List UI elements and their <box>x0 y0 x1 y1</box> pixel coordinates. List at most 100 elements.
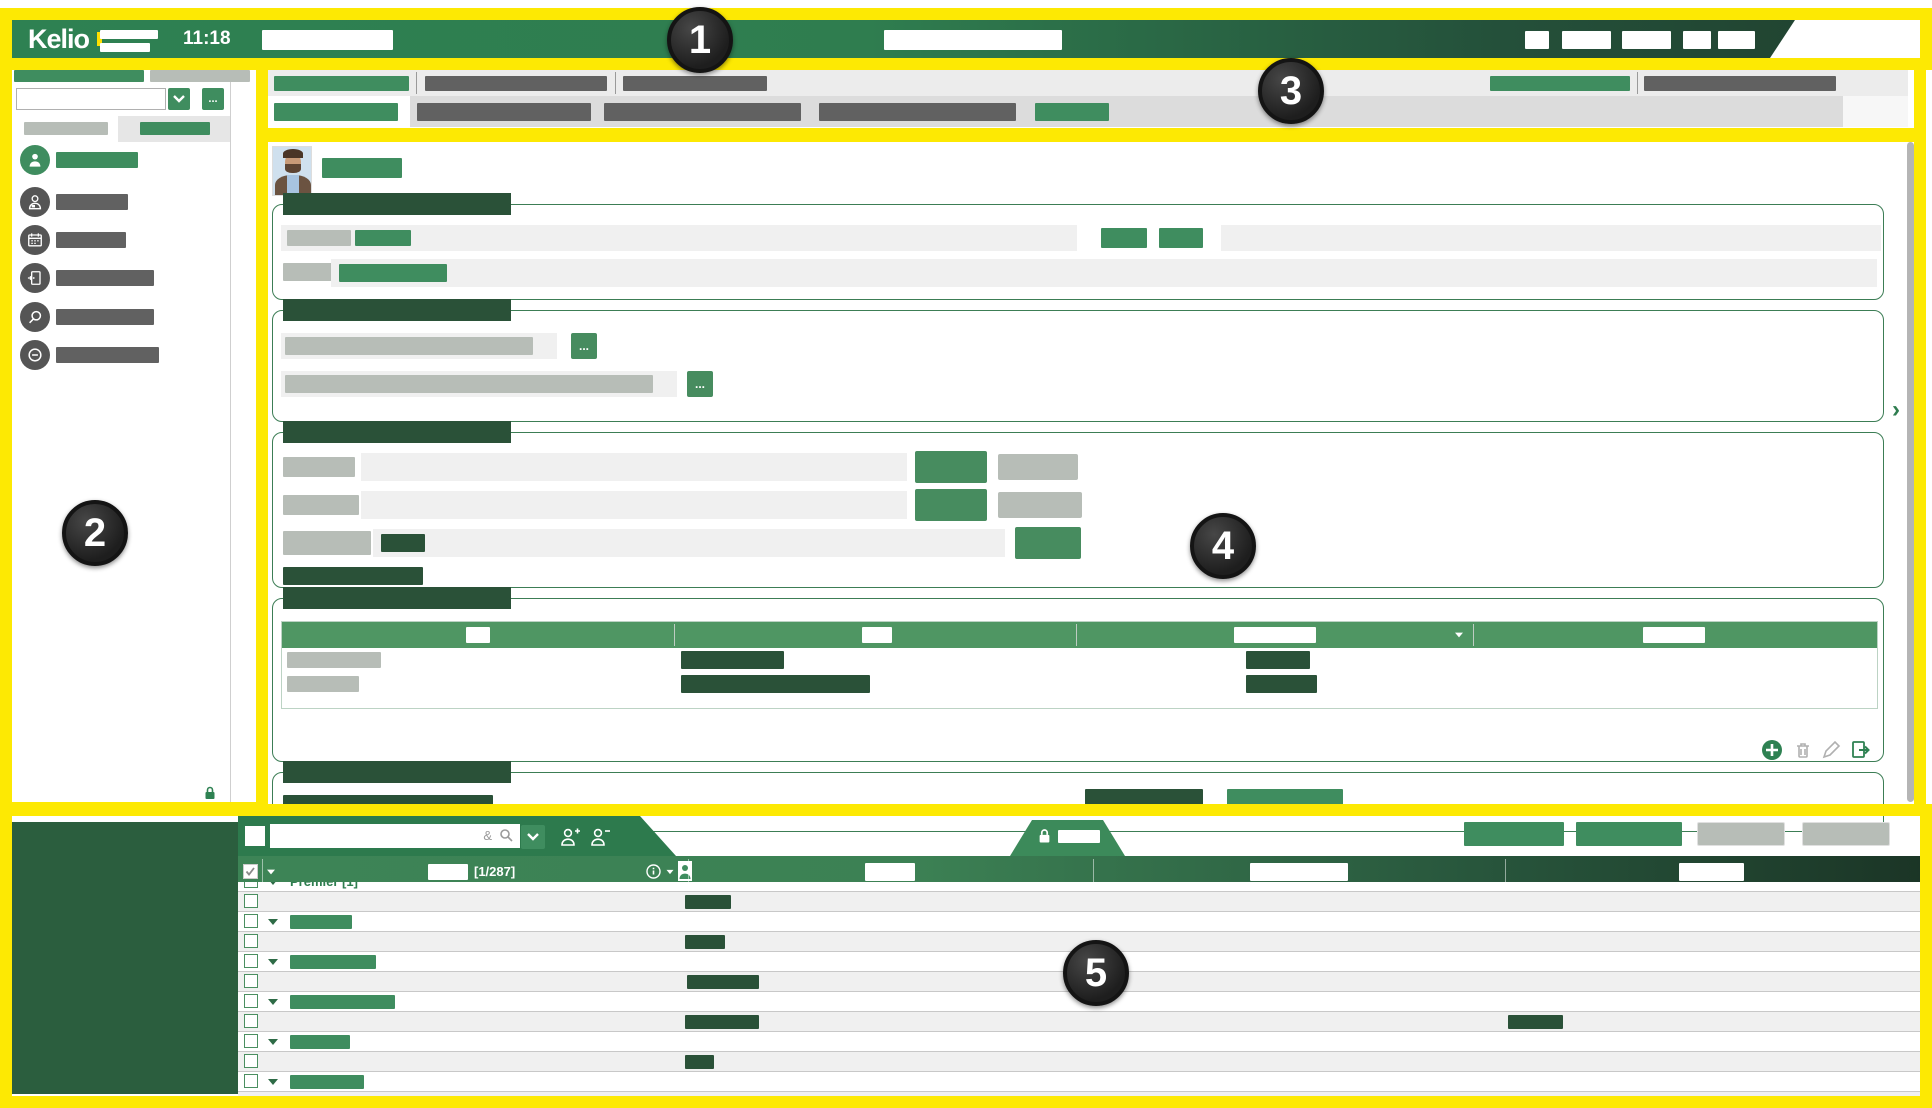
table-row[interactable] <box>238 1012 1922 1032</box>
input-field[interactable] <box>1221 225 1881 251</box>
redacted-grey-button[interactable] <box>1697 822 1785 846</box>
header-toolbar-button[interactable] <box>1683 31 1711 49</box>
toolbar-checkbox[interactable] <box>245 826 265 846</box>
redacted-grey-button[interactable] <box>998 492 1082 518</box>
sidebar-tab[interactable] <box>140 122 210 135</box>
table-row-clipped[interactable] <box>238 1092 1922 1096</box>
input-field[interactable] <box>373 529 1005 557</box>
redacted-button[interactable] <box>1159 228 1203 248</box>
column-header-redacted[interactable] <box>1234 627 1316 643</box>
tab-active[interactable] <box>274 76 409 91</box>
sidebar-item-operator[interactable] <box>12 187 230 227</box>
tab-item[interactable] <box>425 76 607 91</box>
collapse-icon[interactable] <box>268 919 278 925</box>
tab-item-right[interactable] <box>1490 76 1630 91</box>
row-checkbox[interactable] <box>244 1054 258 1068</box>
row-checkbox[interactable] <box>244 954 258 968</box>
column-header-redacted[interactable] <box>862 627 892 643</box>
table-row-partial[interactable]: Premier [1] <box>238 882 1922 892</box>
row-checkbox[interactable] <box>244 994 258 1008</box>
column-header-redacted[interactable] <box>865 863 915 881</box>
collapse-icon[interactable] <box>268 1039 278 1045</box>
locked-filter-tab[interactable] <box>1010 820 1125 856</box>
table-row[interactable] <box>282 648 1877 672</box>
table-row-group[interactable] <box>238 1072 1922 1092</box>
table-row-group[interactable] <box>238 1032 1922 1052</box>
subtab-item[interactable] <box>417 103 591 121</box>
sidebar-item-calendar[interactable] <box>12 225 230 265</box>
column-header-redacted[interactable] <box>1250 863 1348 881</box>
expand-all-icon[interactable] <box>267 869 275 875</box>
collapse-right-icon[interactable]: › <box>1892 396 1900 423</box>
sidebar-tab[interactable] <box>24 122 108 135</box>
redacted-green-button[interactable] <box>1085 789 1203 807</box>
subtab-active[interactable] <box>274 103 398 121</box>
header-toolbar-button[interactable] <box>1525 31 1549 49</box>
info-icon[interactable] <box>646 864 661 879</box>
employee-select[interactable] <box>16 88 166 110</box>
more-options-button[interactable]: ... <box>202 88 224 110</box>
row-checkbox[interactable] <box>244 1014 258 1028</box>
sidebar-item-access[interactable] <box>12 263 230 303</box>
row-checkbox[interactable] <box>244 894 258 908</box>
tab-item[interactable] <box>623 76 767 91</box>
subtab-item[interactable] <box>819 103 1016 121</box>
input-field[interactable] <box>281 225 1077 251</box>
header-toolbar-button[interactable] <box>1622 31 1671 49</box>
row-checkbox[interactable] <box>244 1074 258 1088</box>
table-row[interactable] <box>238 892 1922 912</box>
sort-arrow-icon[interactable] <box>1455 632 1463 638</box>
table-row[interactable] <box>238 1052 1922 1072</box>
row-checkbox[interactable] <box>244 934 258 948</box>
input-field[interactable] <box>361 491 907 519</box>
column-header-redacted[interactable] <box>1679 863 1744 881</box>
row-checkbox[interactable] <box>244 974 258 988</box>
select-dropdown-button[interactable] <box>168 88 190 110</box>
column-header-redacted[interactable] <box>1643 627 1705 643</box>
browse-button[interactable]: ... <box>687 371 713 397</box>
info-dropdown-icon[interactable] <box>666 869 674 875</box>
column-header-redacted[interactable] <box>466 627 490 643</box>
tab-item-right[interactable] <box>1644 76 1836 91</box>
redacted-green-button[interactable] <box>915 451 987 483</box>
row-checkbox[interactable] <box>244 882 258 888</box>
sidebar-item-blocked[interactable] <box>12 340 230 380</box>
search-dropdown-button[interactable] <box>521 825 545 849</box>
row-checkbox[interactable] <box>244 1034 258 1048</box>
vertical-scrollbar[interactable] <box>1907 142 1914 802</box>
redacted-green-button[interactable] <box>915 489 987 521</box>
redacted-button[interactable] <box>1101 228 1147 248</box>
select-all-checkbox[interactable] <box>243 864 258 879</box>
sidebar-item-employee[interactable] <box>12 145 230 185</box>
collapse-icon[interactable] <box>268 1079 278 1085</box>
add-person-icon[interactable] <box>558 826 582 848</box>
browse-button[interactable]: ... <box>571 333 597 359</box>
redacted-green-button[interactable] <box>1015 527 1081 559</box>
redacted-link[interactable] <box>283 567 423 585</box>
collapse-icon[interactable] <box>268 959 278 965</box>
input-field[interactable] <box>361 453 907 481</box>
subtab-item[interactable] <box>604 103 801 121</box>
redacted-green-button[interactable] <box>1464 822 1564 846</box>
table-row-group[interactable] <box>238 912 1922 932</box>
input-field[interactable] <box>331 259 1877 287</box>
collapse-icon[interactable] <box>268 999 278 1005</box>
row-checkbox[interactable] <box>244 914 258 928</box>
export-row-icon[interactable] <box>1849 739 1871 761</box>
redacted-link[interactable] <box>283 795 493 809</box>
table-row[interactable] <box>282 672 1877 696</box>
header-toolbar-button[interactable] <box>1718 31 1755 49</box>
collapse-icon[interactable] <box>268 882 278 885</box>
sidebar-item-search[interactable] <box>12 302 230 342</box>
remove-person-icon[interactable] <box>588 826 612 848</box>
search-input[interactable]: & <box>270 824 520 848</box>
redacted-green-button[interactable] <box>1576 822 1682 846</box>
subtab-item[interactable] <box>1035 103 1109 121</box>
redacted-grey-button[interactable] <box>1802 822 1890 846</box>
add-row-icon[interactable] <box>1761 739 1783 761</box>
redacted-grey-button[interactable] <box>998 454 1078 480</box>
edit-row-icon[interactable] <box>1821 740 1841 760</box>
redacted-green-button[interactable] <box>1227 789 1343 807</box>
header-toolbar-button[interactable] <box>1562 31 1611 49</box>
delete-row-icon[interactable] <box>1793 740 1813 760</box>
